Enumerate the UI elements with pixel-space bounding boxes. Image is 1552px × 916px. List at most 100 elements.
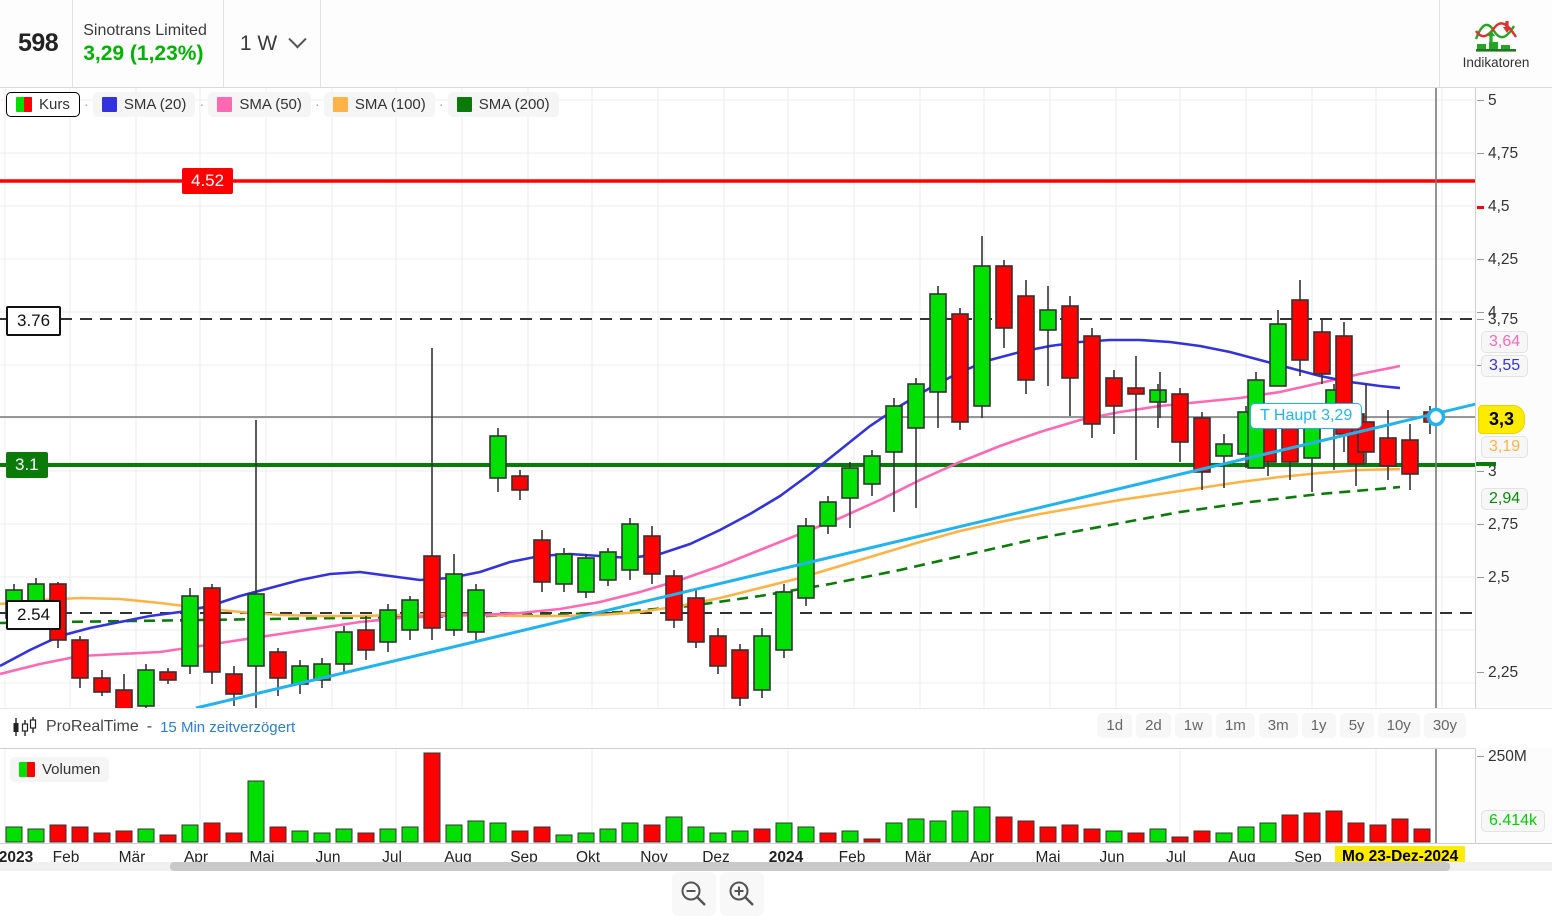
sma50-swatch-icon [217, 97, 233, 112]
chart-body: Kurs · SMA (20) · SMA (50) · SMA (100) · [0, 88, 1552, 916]
legend-separator: · [314, 96, 320, 113]
price-tick: 2,5 [1488, 569, 1510, 586]
date-label: Aug [444, 849, 472, 866]
instrument-name: Sinotrans Limited [83, 21, 207, 39]
volume-legend: Volumen [10, 757, 110, 782]
sma50-line [0, 364, 1401, 676]
magnifier-plus-icon [727, 879, 757, 909]
instrument-price-change: 3,29 (1,23%) [83, 41, 204, 65]
indicators-button[interactable]: Indikatoren [1440, 0, 1552, 87]
price-tick: 3 [1488, 463, 1497, 480]
legend-label-sma50: SMA (50) [239, 96, 302, 113]
legend-item-price[interactable]: Kurs [6, 92, 80, 117]
trendline-cyan [195, 402, 1475, 708]
trendline-endpoint [1426, 407, 1446, 427]
volume-bars [5, 752, 1431, 843]
price-tick: 3,75 [1488, 311, 1519, 328]
timeframe-selector[interactable]: 1 W [224, 0, 322, 87]
timeframe-button-1w[interactable]: 1w [1174, 713, 1212, 738]
zoom-in-button[interactable] [720, 872, 764, 916]
legend-label-sma20: SMA (20) [123, 96, 187, 113]
support-axis-marker [1476, 462, 1496, 466]
legend-item-sma100[interactable]: SMA (100) [323, 92, 435, 117]
date-label: Jun [315, 849, 341, 866]
timeframe-button-1y[interactable]: 1y [1301, 713, 1336, 738]
date-label: Jun [1099, 849, 1125, 866]
date-label: Feb [838, 849, 866, 866]
instrument-cell[interactable]: Sinotrans Limited 3,29 (1,23%) [73, 0, 224, 87]
date-label-2024: 2024 [768, 849, 804, 866]
horizontal-scrollbar-thumb[interactable] [170, 862, 1450, 871]
volume-axis[interactable]: 250M 6.414k [1476, 748, 1552, 843]
trendline-tooltip[interactable]: T Haupt 3,29 [1250, 403, 1363, 429]
price-tick: 4,75 [1488, 145, 1519, 162]
price-tick: 5 [1488, 92, 1497, 109]
price-axis[interactable]: 5 4,75 4,5 4,25 4 3,75 3,5 3 2,75 2,5 2,… [1476, 88, 1552, 708]
sma20-value-badge: 3,55 [1481, 355, 1529, 377]
timeframe-button-10y[interactable]: 10y [1377, 713, 1420, 738]
legend-separator: · [438, 96, 444, 113]
volume-tick-max: 250M [1488, 748, 1527, 765]
timeframe-button-3m[interactable]: 3m [1258, 713, 1298, 738]
sma200-swatch-icon [456, 97, 472, 112]
current-price-badge: 3,3 [1478, 405, 1526, 434]
zoom-out-button[interactable] [672, 872, 716, 916]
sma100-value-badge: 3,19 [1481, 436, 1529, 458]
symbol-code-cell[interactable]: 598 [0, 0, 74, 87]
chevron-down-icon [288, 30, 307, 49]
date-label: Nov [640, 849, 668, 866]
legend-item-sma20[interactable]: SMA (20) [92, 92, 196, 117]
legend-label-volume: Volumen [42, 761, 101, 778]
level-tag-452[interactable]: 4.52 [182, 168, 234, 194]
timeframe-label: 1 W [239, 31, 278, 55]
price-tick: 4 [1488, 304, 1497, 321]
level-tag-254[interactable]: 2.54 [6, 600, 62, 630]
watermark-dash: - [146, 718, 153, 735]
volume-chart-svg [4, 749, 1437, 843]
legend-separator: · [199, 96, 205, 113]
date-label: Mai [1035, 849, 1061, 866]
date-label: Sep [510, 849, 538, 866]
sma100-swatch-icon [332, 97, 348, 112]
indicators-label: Indikatoren [1462, 55, 1530, 70]
candlestick-series [5, 236, 1439, 708]
price-tick: 2,75 [1488, 516, 1519, 533]
legend-item-sma50[interactable]: SMA (50) [208, 92, 311, 117]
date-label-2023: 2023 [0, 849, 34, 866]
timeframe-button-5y[interactable]: 5y [1339, 713, 1374, 738]
date-label: Mai [249, 849, 275, 866]
sma50-value-badge: 3,64 [1481, 331, 1529, 353]
level-tag-376[interactable]: 3.76 [6, 306, 62, 336]
sma20-swatch-icon [101, 97, 117, 112]
volume-pane[interactable]: Volumen [0, 748, 1476, 843]
date-label: Sep [1294, 849, 1322, 866]
timeframe-button-1d[interactable]: 1d [1097, 713, 1133, 738]
indicators-icon [1473, 17, 1519, 53]
timeframe-button-30y[interactable]: 30y [1423, 713, 1466, 738]
date-label: Aug [1228, 849, 1256, 866]
provider-watermark: ProRealTime - 15 Min zeitverzögert [12, 716, 295, 738]
indicator-legend: Kurs · SMA (20) · SMA (50) · SMA (100) · [6, 92, 559, 117]
header-spacer [321, 0, 1440, 87]
date-label: Apr [969, 849, 995, 866]
provider-name: ProRealTime [46, 718, 139, 735]
legend-item-volume[interactable]: Volumen [10, 757, 110, 782]
timeframe-button-1m[interactable]: 1m [1215, 713, 1255, 738]
date-label: Mär [118, 849, 146, 866]
symbol-code: 598 [18, 29, 59, 57]
timeframe-button-2d[interactable]: 2d [1136, 713, 1171, 738]
candlestick-icon [12, 716, 38, 738]
date-label: Apr [183, 849, 209, 866]
magnifier-minus-icon [679, 879, 709, 909]
level-tag-310[interactable]: 3.1 [6, 452, 48, 478]
date-label: Okt [575, 849, 601, 866]
price-chart-svg [0, 88, 1475, 708]
volume-current-badge: 6.414k [1481, 810, 1546, 832]
legend-item-sma200[interactable]: SMA (200) [447, 92, 559, 117]
timeframe-button-bar: 1d 2d 1w 1m 3m 1y 5y 10y 30y [1097, 713, 1466, 738]
legend-label-sma100: SMA (100) [354, 96, 426, 113]
delay-notice[interactable]: 15 Min zeitverzögert [160, 718, 296, 736]
candle-swatch-icon [16, 97, 32, 112]
price-pane[interactable]: Kurs · SMA (20) · SMA (50) · SMA (100) · [0, 88, 1476, 708]
